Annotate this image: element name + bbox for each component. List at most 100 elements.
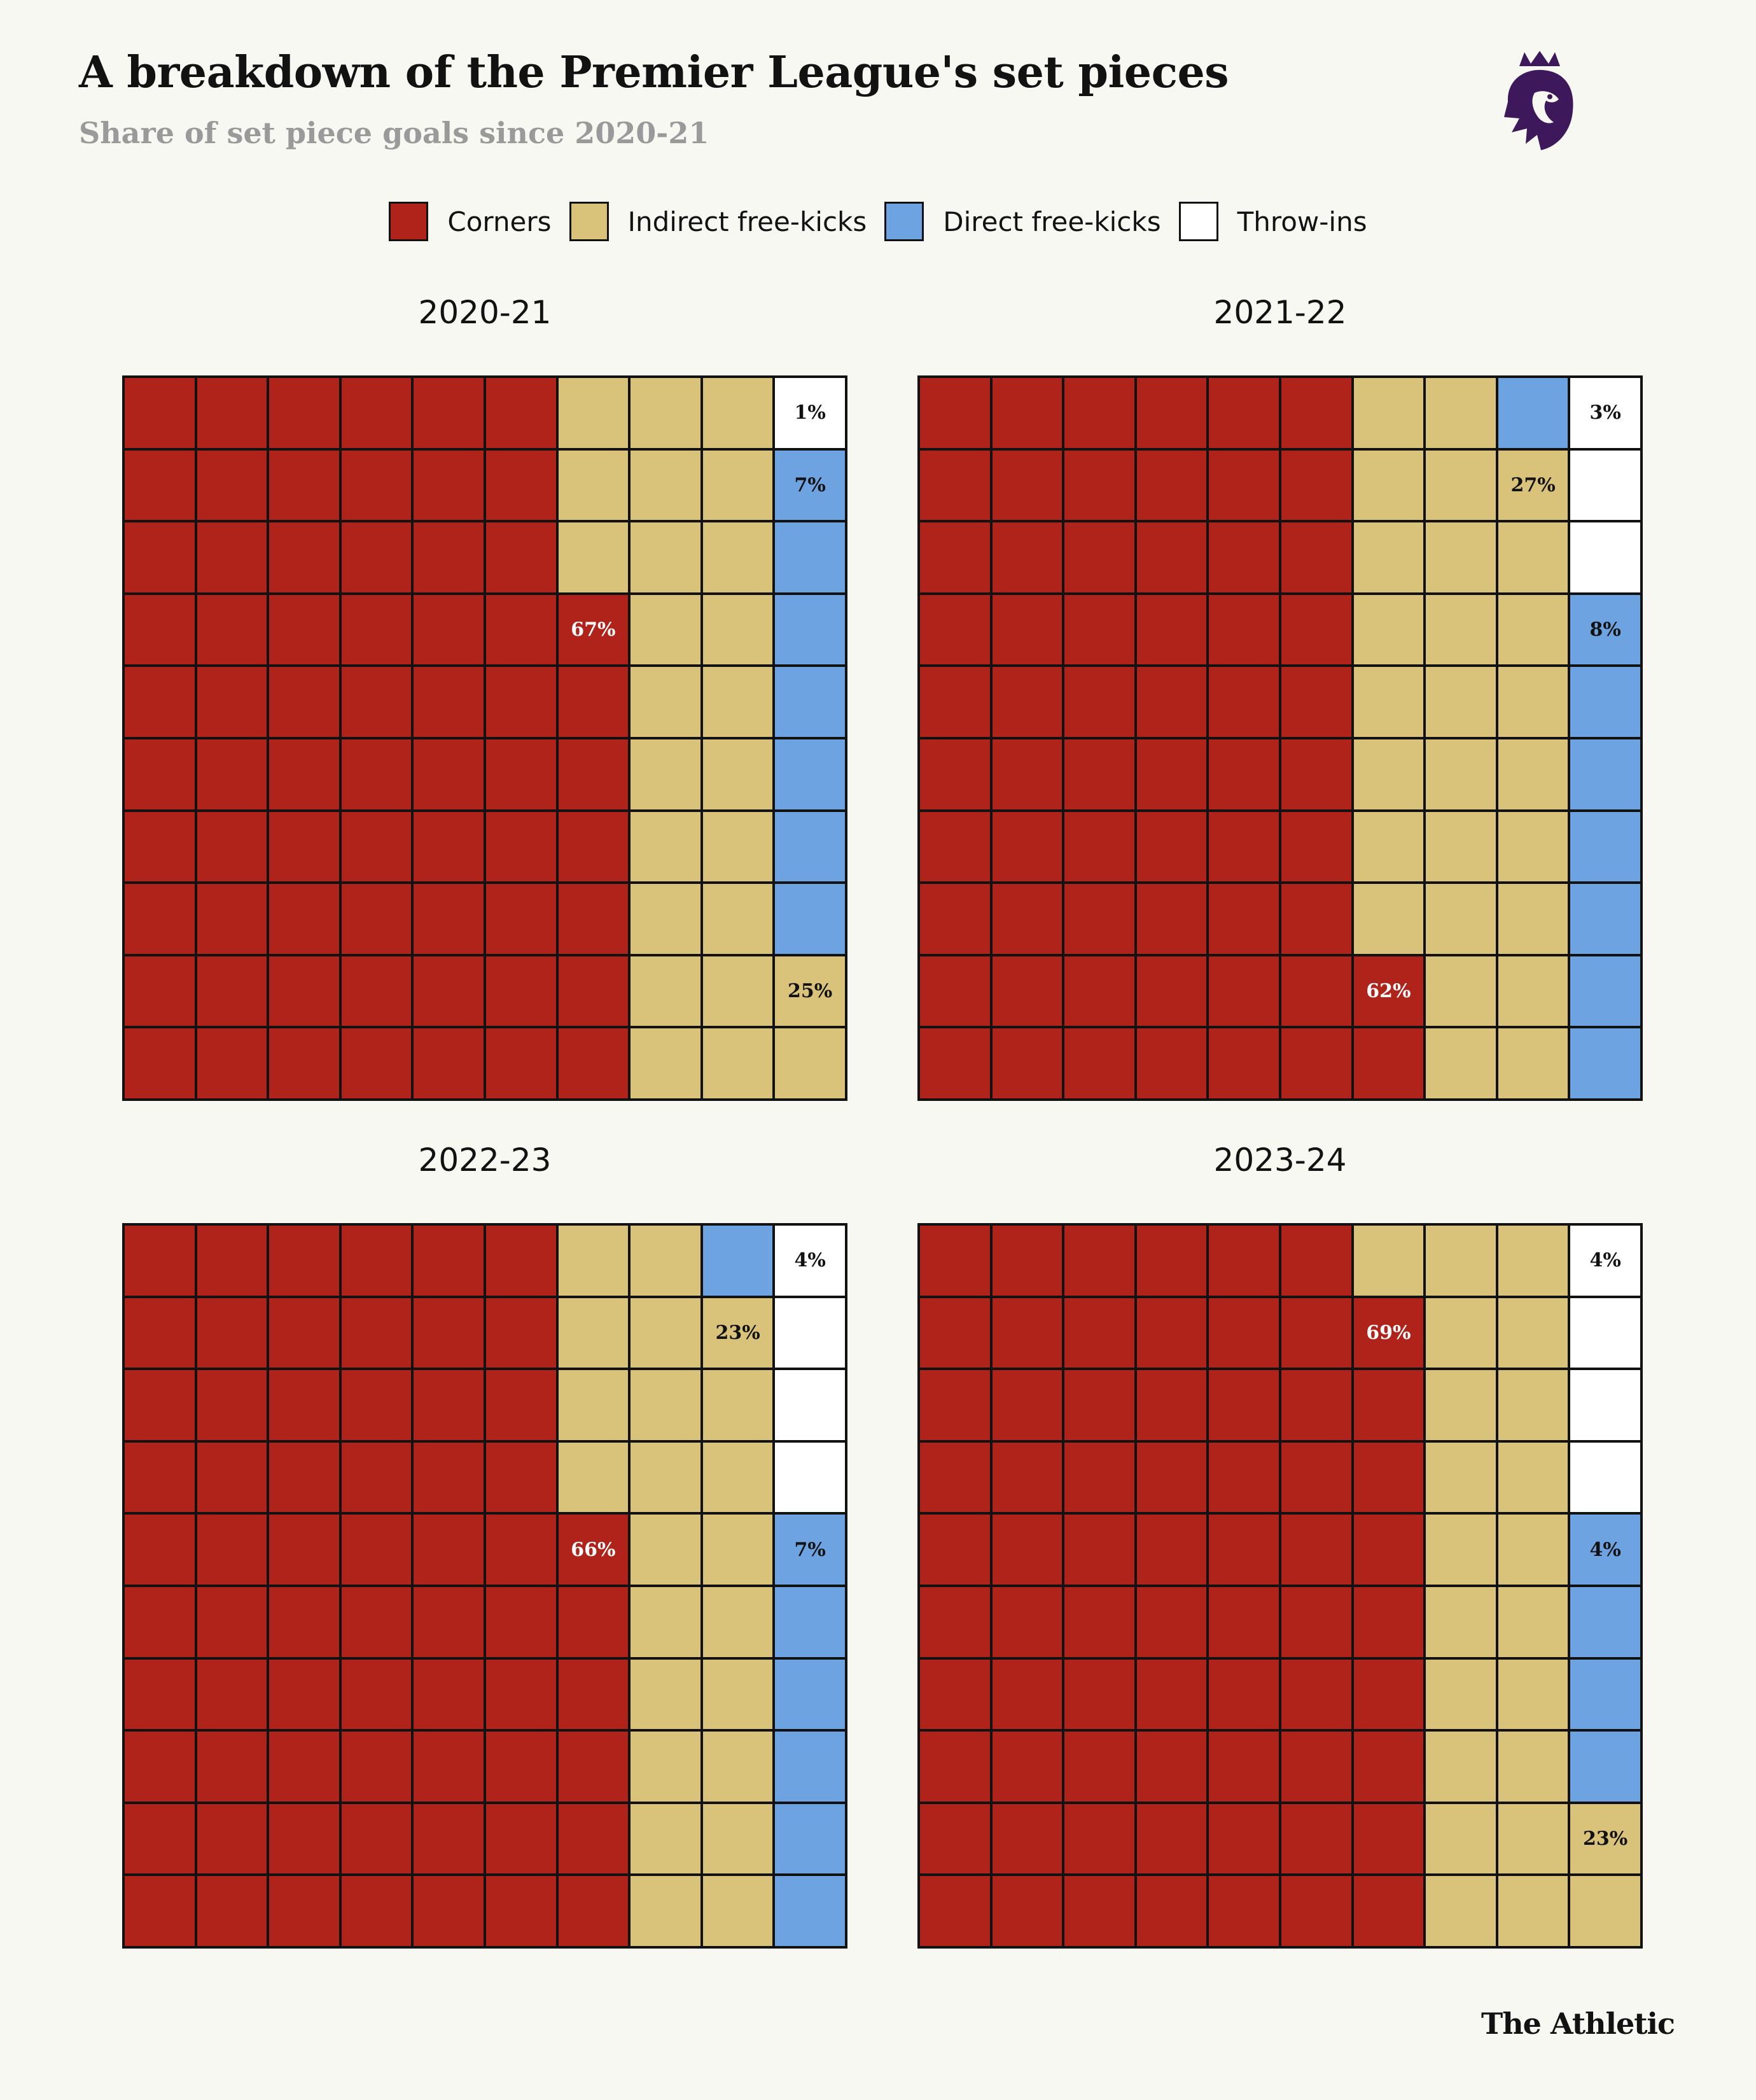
waffle-cell-corners (484, 1658, 557, 1731)
waffle-cell-indirect (629, 1441, 702, 1514)
waffle-cell-corners (1063, 1658, 1136, 1731)
waffle-cell-corners (123, 1224, 196, 1297)
waffle-grid-2021-22: 3% 27% 8% 62% (917, 375, 1643, 1101)
waffle-cell-corners (1063, 955, 1136, 1028)
waffle-cell-indirect (1425, 1224, 1497, 1297)
waffle-cell-corners (991, 1875, 1064, 1947)
waffle-cell-corners (1063, 810, 1136, 883)
legend-item-direct: Direct free-kicks (884, 202, 1161, 241)
waffle-cell-corners (340, 377, 413, 449)
waffle-cell-indirect (701, 1658, 774, 1731)
waffle-cell-indirect (1425, 1730, 1497, 1803)
waffle-cell-corners (268, 666, 340, 738)
waffle-cell-indirect (1425, 1027, 1497, 1100)
waffle-cell-throw (774, 1369, 846, 1441)
waffle-cell-indirect (1352, 449, 1425, 522)
waffle-cell-corners (1352, 1802, 1425, 1875)
data-label-direct: 7% (774, 1513, 846, 1586)
waffle-cell-corners (412, 883, 485, 955)
waffle-cell-corners (195, 449, 268, 522)
legend-label-indirect: Indirect free-kicks (627, 206, 867, 237)
waffle-cell-indirect (701, 1730, 774, 1803)
waffle-cell-corners (195, 1585, 268, 1658)
waffle-cell-corners (919, 810, 991, 883)
waffle-cell-corners (123, 955, 196, 1028)
waffle-cell-corners (991, 738, 1064, 811)
waffle-cell-corners (1135, 1513, 1208, 1586)
waffle-cell-corners (1279, 883, 1353, 955)
waffle-cell-corners (340, 1875, 413, 1947)
waffle-cell-corners (412, 1513, 485, 1586)
waffle-cell-corners (195, 738, 268, 811)
waffle-cell-corners (1208, 521, 1280, 594)
waffle-cell-indirect (629, 1296, 702, 1369)
waffle-cell-indirect (557, 377, 630, 449)
waffle-cell-corners (1063, 449, 1136, 522)
waffle-cell-direct (774, 593, 846, 666)
waffle-cell-indirect (1425, 810, 1497, 883)
waffle-cell-corners (484, 883, 557, 955)
data-label-indirect: 23% (701, 1296, 774, 1369)
waffle-cell-corners (123, 1802, 196, 1875)
waffle-cell-corners (195, 593, 268, 666)
waffle-cell-corners (557, 1875, 630, 1947)
waffle-cell-direct (1569, 1585, 1641, 1658)
waffle-cell-corners (340, 738, 413, 811)
data-label-throw: 4% (774, 1224, 846, 1297)
waffle-cell-corners (484, 1875, 557, 1947)
waffle-cell-corners (484, 738, 557, 811)
waffle-cell-corners (1208, 1027, 1280, 1100)
waffle-cell-corners (991, 1027, 1064, 1100)
waffle-cell-corners (412, 1369, 485, 1441)
waffle-cell-corners (195, 810, 268, 883)
data-label-corners: 67% (557, 593, 630, 666)
waffle-cell-corners (195, 1441, 268, 1514)
waffle-cell-corners (991, 1369, 1064, 1441)
waffle-cell-corners (919, 449, 991, 522)
waffle-cell-corners (123, 449, 196, 522)
waffle-cell-corners (1208, 449, 1280, 522)
waffle-cell-corners (412, 521, 485, 594)
waffle-cell-corners (123, 1369, 196, 1441)
data-label-direct: 4% (1569, 1513, 1641, 1586)
waffle-cell-corners (268, 1296, 340, 1369)
waffle-cell-corners (484, 593, 557, 666)
waffle-cell-indirect (1496, 1875, 1570, 1947)
waffle-cell-corners (1063, 1802, 1136, 1875)
waffle-cell-corners (1352, 1658, 1425, 1731)
waffle-cell-corners (991, 1585, 1064, 1658)
waffle-cell-corners (1135, 521, 1208, 594)
waffle-cell-direct (774, 1730, 846, 1803)
waffle-cell-indirect (1425, 738, 1497, 811)
waffle-cell-corners (195, 1658, 268, 1731)
waffle-cell-corners (195, 521, 268, 594)
waffle-cell-corners (1279, 1658, 1353, 1731)
waffle-cell-corners (1135, 666, 1208, 738)
waffle-cell-corners (1208, 1658, 1280, 1731)
waffle-cell-corners (268, 810, 340, 883)
waffle-cell-corners (195, 1369, 268, 1441)
waffle-cell-corners (195, 1875, 268, 1947)
waffle-cell-corners (1063, 1585, 1136, 1658)
waffle-cell-corners (268, 1730, 340, 1803)
waffle-cell-direct (1569, 1658, 1641, 1731)
waffle-cell-corners (412, 810, 485, 883)
waffle-cell-corners (123, 521, 196, 594)
waffle-cell-indirect (701, 521, 774, 594)
waffle-cell-corners (919, 1027, 991, 1100)
waffle-cell-corners (991, 1658, 1064, 1731)
waffle-cell-corners (484, 1513, 557, 1586)
waffle-cell-corners (484, 1585, 557, 1658)
waffle-cell-corners (340, 1296, 413, 1369)
waffle-cell-corners (1279, 1441, 1353, 1514)
waffle-cell-corners (484, 1441, 557, 1514)
waffle-cell-corners (340, 1802, 413, 1875)
waffle-cell-indirect (557, 1369, 630, 1441)
data-label-corners: 66% (557, 1513, 630, 1586)
waffle-cell-corners (1063, 377, 1136, 449)
waffle-cell-corners (991, 1296, 1064, 1369)
waffle-cell-indirect (629, 1369, 702, 1441)
waffle-cell-corners (1135, 1224, 1208, 1297)
waffle-cell-corners (1279, 1802, 1353, 1875)
waffle-cell-corners (991, 1730, 1064, 1803)
